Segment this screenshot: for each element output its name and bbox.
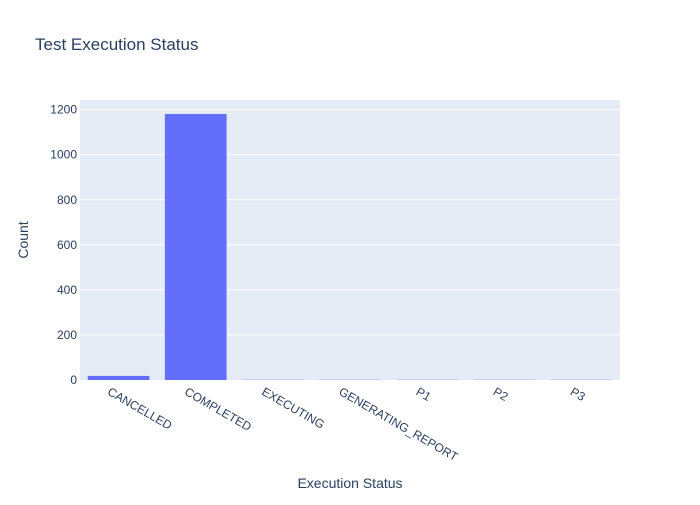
y-tick-label: 800 bbox=[57, 193, 77, 207]
y-tick-label: 1000 bbox=[50, 148, 77, 162]
y-tick-labels: 0 200 400 600 800 1000 1200 bbox=[50, 103, 77, 387]
y-axis-label: Count bbox=[15, 221, 31, 258]
y-tick-label: 0 bbox=[70, 373, 77, 387]
plot-background bbox=[80, 100, 620, 380]
x-tick-label: CANCELLED bbox=[105, 384, 175, 432]
y-tick-label: 400 bbox=[57, 283, 77, 297]
bar-cancelled[interactable] bbox=[88, 376, 150, 380]
chart-title: Test Execution Status bbox=[35, 35, 198, 54]
x-tick-label: COMPLETED bbox=[182, 384, 254, 434]
y-tick-label: 1200 bbox=[50, 103, 77, 117]
y-tick-label: 200 bbox=[57, 328, 77, 342]
x-tick-label: P1 bbox=[414, 384, 434, 404]
y-tick-label: 600 bbox=[57, 238, 77, 252]
x-tick-label: EXECUTING bbox=[259, 384, 327, 431]
bar-completed[interactable] bbox=[165, 114, 227, 380]
x-tick-label: P2 bbox=[491, 384, 511, 404]
x-tick-label: GENERATING_REPORT bbox=[337, 384, 461, 464]
x-tick-label: P3 bbox=[568, 384, 588, 404]
x-axis-label: Execution Status bbox=[297, 475, 402, 491]
